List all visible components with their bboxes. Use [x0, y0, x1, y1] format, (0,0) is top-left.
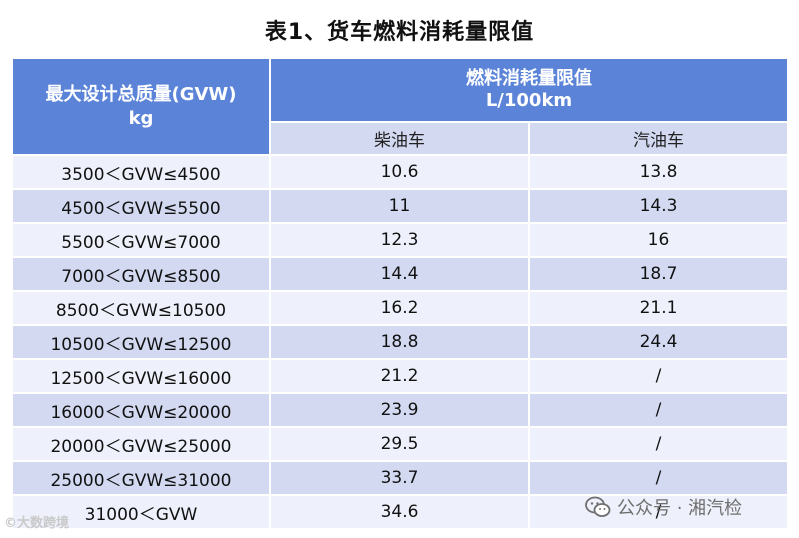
cell-gvw-range: 4500＜GVW≤5500: [11, 188, 271, 224]
cell-gvw-range: 10500＜GVW≤12500: [11, 324, 271, 360]
table-row: 25000＜GVW≤31000 33.7/: [11, 460, 789, 496]
header-diesel: 柴油车: [269, 121, 530, 156]
table-row: 4500＜GVW≤5500 11 14.3: [11, 188, 789, 224]
table-row: 5500＜GVW≤7000 12.3 16: [11, 222, 789, 258]
watermark-right: 公众号 · 湘汽检: [585, 494, 742, 520]
cell-gasoline: 21.1: [528, 290, 789, 326]
fuel-limit-table: 最大设计总质量(GVW) kg 燃料消耗量限值 L/100km 柴油车 汽油车 …: [11, 57, 789, 530]
table-row: 7000＜GVW≤8500 14.4 18.7: [11, 256, 789, 292]
cell-diesel: 34.6: [269, 494, 530, 530]
table-row: 3500＜GVW≤4500 10.6 13.8: [11, 154, 789, 190]
cell-gasoline: 16: [528, 222, 789, 258]
wechat-icon: [585, 496, 611, 517]
header-gvw-line2: kg: [128, 107, 154, 129]
cell-gasoline: /: [528, 358, 789, 394]
watermark-left: ©大数跨境: [4, 516, 70, 531]
table-row: 12500＜GVW≤16000 21.2/: [11, 358, 789, 394]
header-gvw-line1: 最大设计总质量(GVW): [45, 83, 237, 105]
header-gvw: 最大设计总质量(GVW) kg: [11, 57, 271, 156]
header-fuel-limit-line1: 燃料消耗量限值: [466, 68, 592, 89]
cell-gvw-range: 20000＜GVW≤25000: [11, 426, 271, 462]
table-row: 20000＜GVW≤25000 29.5/: [11, 426, 789, 462]
cell-gvw-range: 5500＜GVW≤7000: [11, 222, 271, 258]
cell-gvw-range: 25000＜GVW≤31000: [11, 460, 271, 496]
watermark-right-text: 公众号 · 湘汽检: [617, 498, 743, 519]
cell-gasoline: 18.7: [528, 256, 789, 292]
cell-gasoline: 13.8: [528, 154, 789, 190]
cell-gasoline: /: [528, 460, 789, 496]
table-row: 10500＜GVW≤12500 18.8 24.4: [11, 324, 789, 360]
cell-diesel: 11: [269, 188, 530, 224]
cell-gvw-range: 8500＜GVW≤10500: [11, 290, 271, 326]
header-fuel-limit-line2: L/100km: [485, 90, 573, 111]
cell-gasoline: /: [528, 392, 789, 428]
table-row: 8500＜GVW≤10500 16.2 21.1: [11, 290, 789, 326]
cell-diesel: 21.2: [269, 358, 530, 394]
cell-gasoline: /: [528, 494, 789, 530]
cell-gasoline: /: [528, 426, 789, 462]
header-gasoline: 汽油车: [528, 121, 789, 156]
cell-diesel: 14.4: [269, 256, 530, 292]
table-row: 16000＜GVW≤20000 23.9/: [11, 392, 789, 428]
cell-diesel: 10.6: [269, 154, 530, 190]
cell-diesel: 12.3: [269, 222, 530, 258]
cell-gasoline: 14.3: [528, 188, 789, 224]
cell-diesel: 29.5: [269, 426, 530, 462]
cell-diesel: 18.8: [269, 324, 530, 360]
header-fuel-limit: 燃料消耗量限值 L/100km: [269, 57, 789, 123]
cell-gvw-range: 7000＜GVW≤8500: [11, 256, 271, 292]
cell-gvw-range: 16000＜GVW≤20000: [11, 392, 271, 428]
cell-gvw-range: 12500＜GVW≤16000: [11, 358, 271, 394]
cell-gvw-range: 3500＜GVW≤4500: [11, 154, 271, 190]
table-title: 表1、货车燃料消耗量限值: [264, 20, 535, 45]
cell-gasoline: 24.4: [528, 324, 789, 360]
cell-diesel: 33.7: [269, 460, 530, 496]
cell-diesel: 23.9: [269, 392, 530, 428]
table-row: 31000＜GVW 34.6/: [11, 494, 789, 530]
cell-gvw-range: 31000＜GVW: [11, 494, 271, 530]
cell-diesel: 16.2: [269, 290, 530, 326]
